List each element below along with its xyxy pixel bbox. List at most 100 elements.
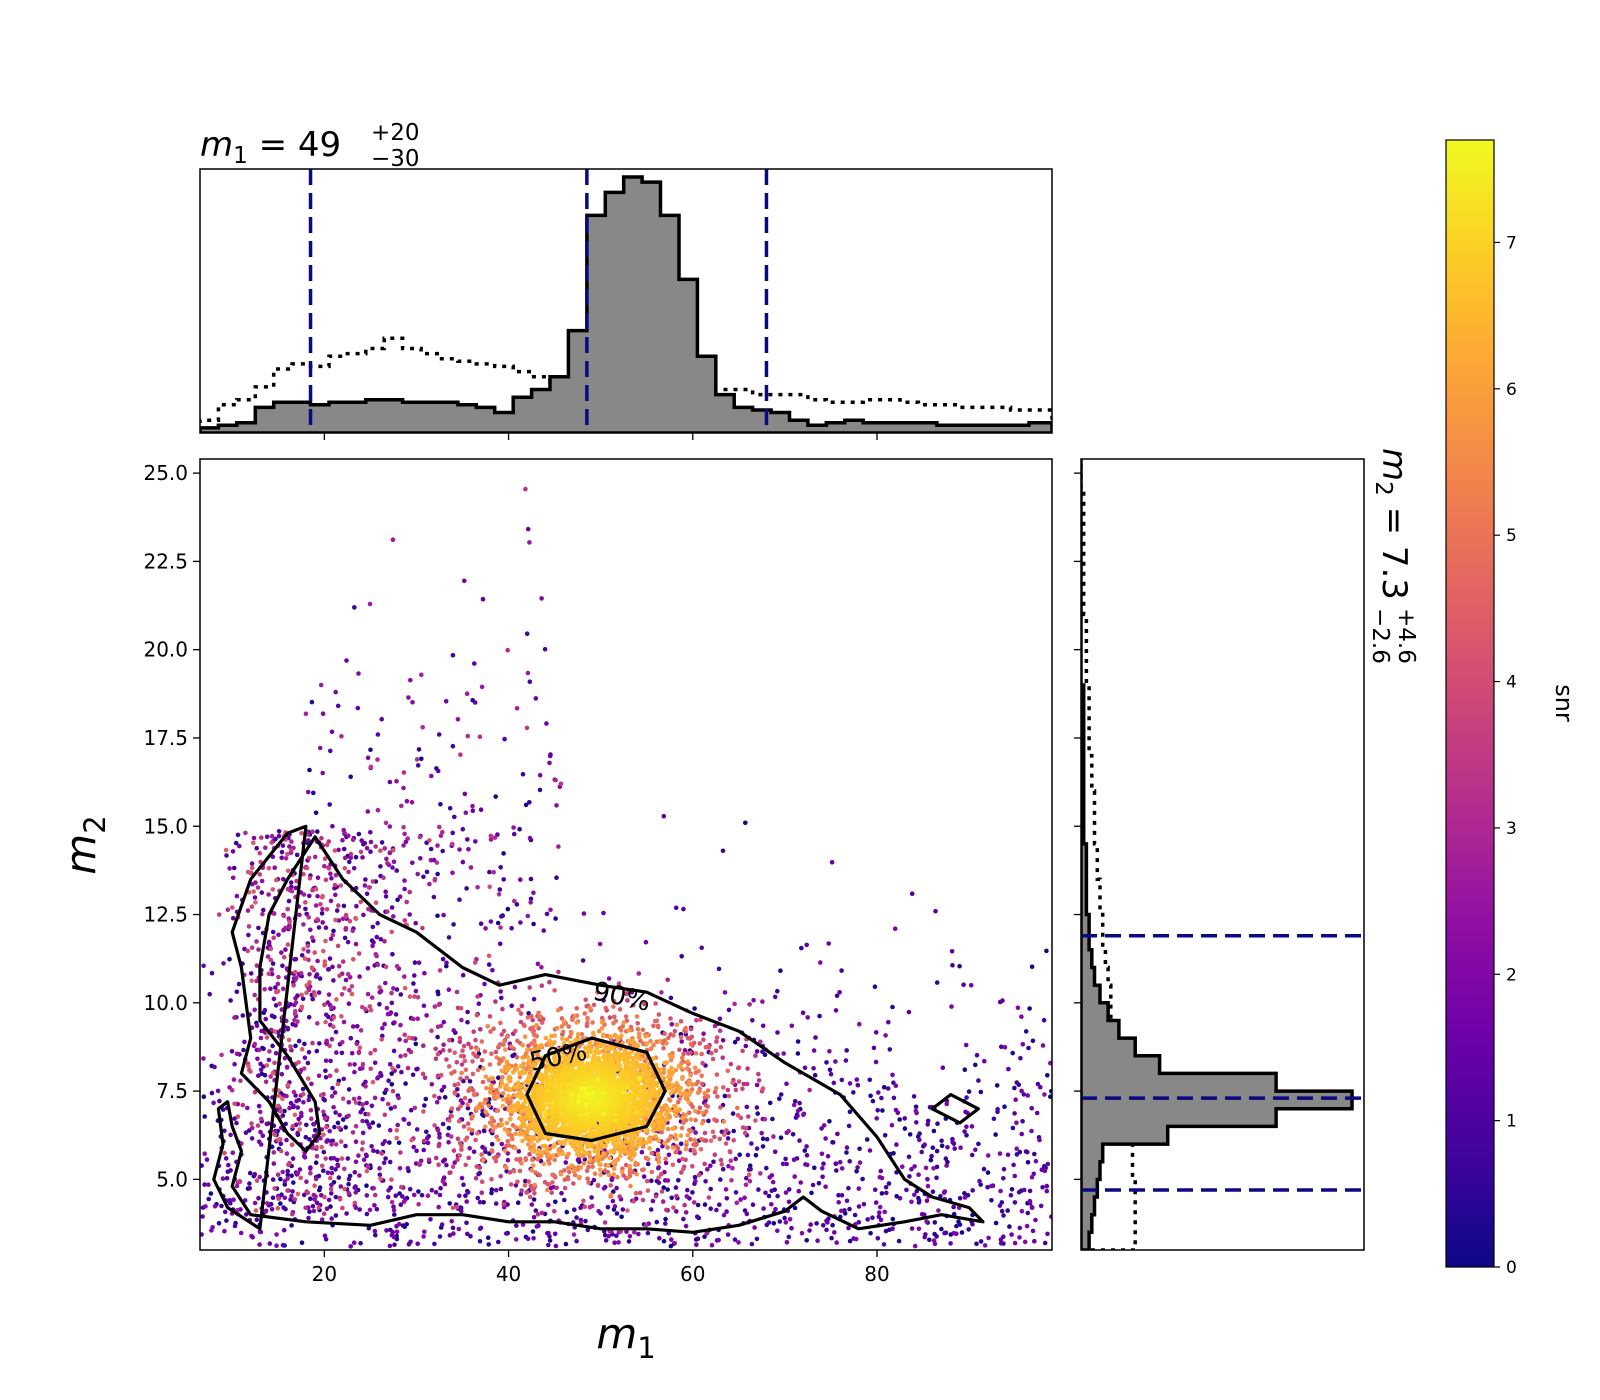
scatter-point [286,916,292,921]
scatter-point [964,1095,969,1100]
scatter-point [720,848,726,854]
scatter-point [528,900,533,905]
scatter-point [315,958,320,964]
scatter-point [369,1144,374,1149]
scatter-point [245,908,251,913]
scatter-point [753,1118,758,1123]
scatter-point [378,988,384,994]
scatter-point [375,732,381,737]
scatter-point [329,1142,334,1147]
scatter-point [1038,1084,1043,1090]
scatter-point [435,1051,441,1057]
scatter-point [485,1235,491,1240]
scatter-point [472,700,478,705]
scatter-point [600,1033,606,1039]
scatter-point [733,1190,739,1195]
scatter-point [368,747,373,753]
scatter-point [1019,1014,1024,1019]
scatter-point [343,926,349,931]
scatter-point [278,1176,283,1182]
scatter-point [775,1030,780,1035]
scatter-point [290,1211,295,1217]
scatter-point [375,920,381,926]
scatter-point [836,1200,841,1205]
scatter-point [346,1100,352,1105]
scatter-point [906,1009,912,1015]
scatter-point [314,1048,320,1054]
scatter-point [550,1153,556,1158]
scatter-point [500,1103,506,1109]
scatter-point [329,1216,335,1221]
scatter-point [247,870,253,875]
scatter-point [515,1179,520,1185]
scatter-point [288,1044,293,1049]
scatter-point [419,1192,425,1198]
scatter-point [717,1028,723,1033]
scatter-point [280,963,285,969]
scatter-point [375,757,380,762]
scatter-point [353,1139,359,1144]
scatter-point [472,661,477,666]
scatter-point [402,886,407,892]
scatter-point [546,1242,551,1248]
scatter-point [234,893,240,899]
scatter-point [360,1140,366,1145]
scatter-point [360,1118,365,1124]
scatter-point [350,837,356,843]
scatter-point [846,1123,852,1129]
scatter-point [365,809,371,814]
scatter-point [558,1171,564,1177]
scatter-point [271,996,277,1002]
scatter-point [457,1035,463,1041]
scatter-point [970,1221,975,1227]
scatter-point [293,1023,298,1028]
scatter-point [276,833,282,839]
scatter-point [375,1149,380,1154]
scatter-point [487,1062,493,1067]
scatter-point [890,1004,895,1010]
scatter-point [276,1093,282,1099]
scatter-point [332,848,338,853]
scatter-point [1014,1080,1020,1085]
scatter-point [944,1163,949,1168]
scatter-point [801,1112,806,1117]
scatter-point [282,1195,288,1201]
scatter-point [335,1081,341,1087]
m1-histogram-frame [199,168,1053,434]
scatter-point [320,906,325,912]
scatter-point [488,919,494,924]
scatter-point [340,1039,345,1045]
scatter-point [411,1192,417,1198]
scatter-point [204,1157,210,1162]
scatter-point [353,854,359,860]
scatter-point [315,875,321,880]
scatter-point [511,825,516,830]
scatter-point [696,1172,702,1178]
scatter-point [285,906,291,912]
scatter-point [702,1130,708,1136]
scatter-point [878,1217,884,1223]
scatter-point [456,1226,462,1232]
scatter-point [276,1136,282,1142]
scatter-point [597,1162,602,1167]
scatter-point [696,1068,701,1074]
scatter-point [243,1130,249,1135]
scatter-point [669,1022,675,1027]
scatter-point [890,1226,895,1232]
scatter-point [467,1098,473,1103]
scatter-point [657,1236,662,1241]
scatter-point [837,990,842,995]
scatter-point [820,1174,825,1180]
scatter-point [454,989,460,995]
scatter-point [736,1240,741,1245]
scatter-point [816,1180,822,1186]
scatter-point [475,1105,481,1111]
scatter-point [481,1113,486,1118]
scatter-point [681,906,686,912]
scatter-point [236,981,242,987]
scatter-point [877,1204,883,1210]
scatter-point [342,1186,347,1192]
scatter-point [520,1138,525,1144]
scatter-point [291,1103,296,1108]
scatter-point [537,787,543,793]
